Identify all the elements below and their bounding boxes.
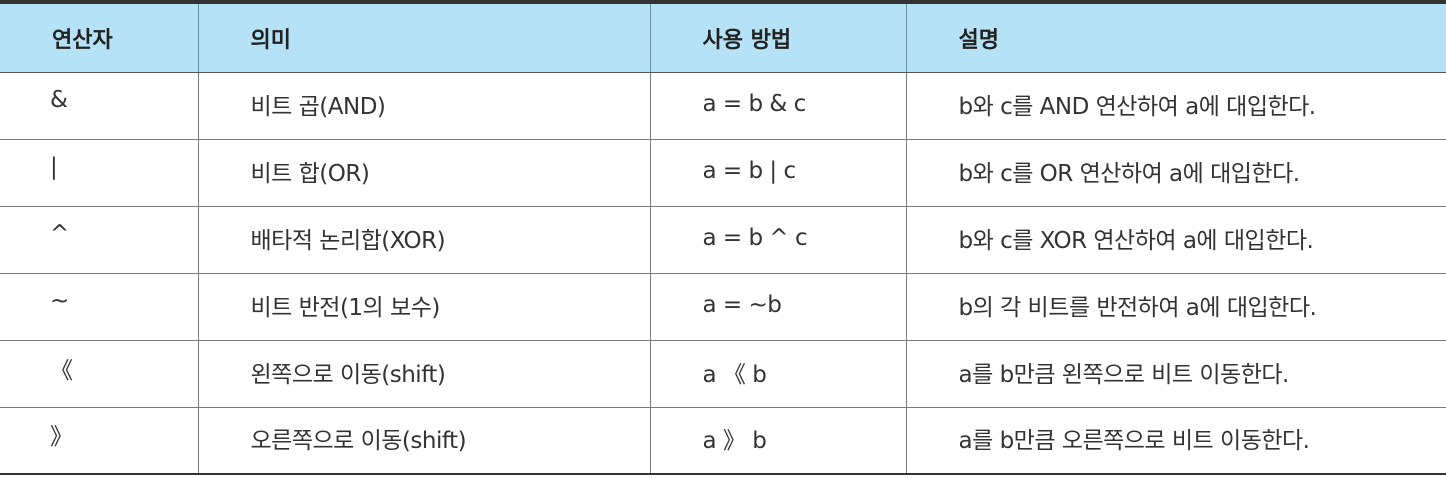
- meaning-cell: 비트 반전(1의 보수): [197, 273, 650, 341]
- meaning-cell: 비트 합(OR): [197, 139, 650, 207]
- table-body: & 비트 곱(AND) a = b & c b와 c를 AND 연산하여 a에 …: [0, 72, 1446, 475]
- meaning-cell: 배타적 논리합(XOR): [197, 206, 650, 274]
- description-cell: b와 c를 OR 연산하여 a에 대입한다.: [905, 139, 1446, 207]
- usage-cell: a = b & c: [649, 72, 906, 140]
- table-row: | 비트 합(OR) a = b | c b와 c를 OR 연산하여 a에 대입…: [0, 139, 1446, 207]
- operator-cell: &: [0, 72, 198, 140]
- operator-cell: 《: [0, 340, 198, 408]
- header-usage: 사용 방법: [649, 0, 906, 73]
- table-row: 《 왼쪽으로 이동(shift) a 《 b a를 b만큼 왼쪽으로 비트 이동…: [0, 340, 1446, 408]
- table-row: & 비트 곱(AND) a = b & c b와 c를 AND 연산하여 a에 …: [0, 72, 1446, 140]
- table-row: ~ 비트 반전(1의 보수) a = ~b b의 각 비트를 반전하여 a에 대…: [0, 273, 1446, 341]
- table-header: 연산자 의미 사용 방법 설명: [0, 0, 1446, 73]
- description-cell: b의 각 비트를 반전하여 a에 대입한다.: [905, 273, 1446, 341]
- header-operator: 연산자: [0, 0, 198, 73]
- description-cell: b와 c를 AND 연산하여 a에 대입한다.: [905, 72, 1446, 140]
- table-row: ^ 배타적 논리합(XOR) a = b ^ c b와 c를 XOR 연산하여 …: [0, 206, 1446, 274]
- usage-cell: a = b | c: [649, 139, 906, 207]
- meaning-cell: 비트 곱(AND): [197, 72, 650, 140]
- header-row: 연산자 의미 사용 방법 설명: [0, 0, 1446, 73]
- usage-cell: a 》 b: [649, 407, 906, 475]
- header-meaning: 의미: [197, 0, 650, 73]
- usage-cell: a = b ^ c: [649, 206, 906, 274]
- table-row: 》 오른쪽으로 이동(shift) a 》 b a를 b만큼 오른쪽으로 비트 …: [0, 407, 1446, 475]
- description-cell: b와 c를 XOR 연산하여 a에 대입한다.: [905, 206, 1446, 274]
- header-description: 설명: [905, 0, 1446, 73]
- description-cell: a를 b만큼 왼쪽으로 비트 이동한다.: [905, 340, 1446, 408]
- meaning-cell: 왼쪽으로 이동(shift): [197, 340, 650, 408]
- meaning-cell: 오른쪽으로 이동(shift): [197, 407, 650, 475]
- usage-cell: a = ~b: [649, 273, 906, 341]
- operator-cell: |: [0, 139, 198, 207]
- operator-cell: ~: [0, 273, 198, 341]
- operator-cell: ^: [0, 206, 198, 274]
- operator-cell: 》: [0, 407, 198, 475]
- usage-cell: a 《 b: [649, 340, 906, 408]
- description-cell: a를 b만큼 오른쪽으로 비트 이동한다.: [905, 407, 1446, 475]
